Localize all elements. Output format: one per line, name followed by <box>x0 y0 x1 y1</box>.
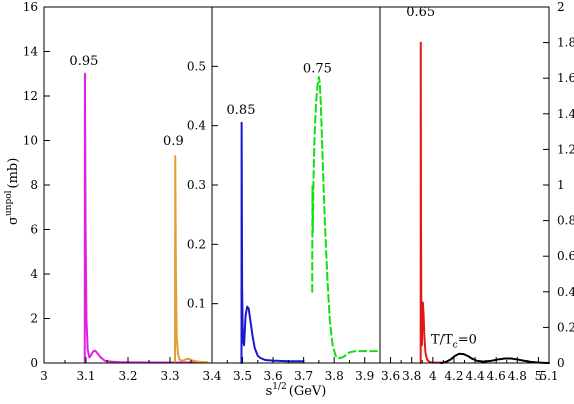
series-label-p2-1: 0.75 <box>303 61 332 76</box>
x-tick-label-p3-7: 5 <box>535 369 543 383</box>
x-tick-label-p3-4: 4.4 <box>466 369 485 383</box>
series-label-p3-1: T/Tc=0 <box>431 332 477 350</box>
series-line-p3-0 <box>419 41 445 364</box>
x-tick-label-p1-2: 3.2 <box>118 369 137 383</box>
series-line-p3-1 <box>440 352 550 364</box>
y-tick-label-p1-0: 0 <box>30 356 38 370</box>
series-label-text: 0.9 <box>163 134 184 149</box>
series-label-p1-1: 0.9 <box>163 134 184 149</box>
plot-layer: 0.95 0.9 0.85 0.75 0.65 T/Tc=0 <box>69 5 550 364</box>
y-tick-label-p3-7: 1.4 <box>557 107 574 121</box>
series-line-p1-1 <box>174 155 209 364</box>
y-tick-label-p1-7: 14 <box>23 45 39 59</box>
y-tick-label-p1-6: 12 <box>23 89 38 103</box>
y-tick-label-p3-1: 0.2 <box>557 320 574 334</box>
y-tick-label-p1-2: 4 <box>30 267 38 281</box>
series-line-p2-1 <box>311 76 378 360</box>
y-tick-label-p3-5: 1 <box>557 178 565 192</box>
x-tick-label-p3-2: 4 <box>429 369 437 383</box>
y-tick-label-p3-8: 1.6 <box>557 71 574 85</box>
series-label-text: 0.75 <box>303 61 332 76</box>
series-label-tail: =0 <box>458 332 477 347</box>
y-tick-label-p3-10: 2 <box>557 0 565 14</box>
y-tick-label-p3-3: 0.6 <box>557 249 574 263</box>
x-tick-label-p3-5: 4.6 <box>487 369 506 383</box>
y-axis-label-sup: unpol <box>4 190 14 216</box>
series-label-p2-0: 0.85 <box>227 103 256 118</box>
series-line-p2-0 <box>240 121 305 364</box>
x-tick-label-p1-1: 3.1 <box>76 369 95 383</box>
x-tick-label-p1-4: 3.4 <box>202 369 221 383</box>
x-tick-label-p2-0: 3.5 <box>233 369 252 383</box>
x-axis-label-unit: (GeV) <box>289 384 327 399</box>
series-label-p3-0: 0.65 <box>406 5 435 20</box>
x-tick-label-p3-3: 4.2 <box>444 369 463 383</box>
y-tick-label-p1-4: 8 <box>30 178 38 192</box>
x-tick-label-p2-4: 3.9 <box>355 369 374 383</box>
series-label-text: 0.85 <box>227 103 256 118</box>
y-tick-label-p3-9: 1.8 <box>557 36 574 50</box>
x-tick-label-p2-1: 3.6 <box>264 369 283 383</box>
series-label-p1-0: 0.95 <box>69 54 98 69</box>
y-tick-label-p3-4: 0.8 <box>557 214 574 228</box>
y-tick-label-p2-2: 0.3 <box>187 178 206 192</box>
x-tick-label-p3-0: 3.6 <box>381 369 400 383</box>
x-axis-label: s <box>266 384 273 399</box>
y-axis-label-unit: (mb) <box>6 158 21 189</box>
x-tick-label-p1-0: 3 <box>40 369 48 383</box>
y-tick-label-p2-3: 0.4 <box>187 119 206 133</box>
y-tick-label-p2-0: 0.1 <box>187 297 206 311</box>
x-tick-label-p2-2: 3.7 <box>294 369 313 383</box>
y-tick-label-p1-3: 6 <box>30 223 38 237</box>
y-tick-label-p3-2: 0.4 <box>557 285 574 299</box>
y-tick-label-p2-4: 0.5 <box>187 59 206 73</box>
y-tick-label-p3-6: 1.2 <box>557 142 574 156</box>
series-label-text: 0.95 <box>69 54 98 69</box>
x-tick-label-p2-3: 3.8 <box>325 369 344 383</box>
y-tick-label-p1-1: 2 <box>30 312 38 326</box>
y-tick-label-p3-0: 0 <box>557 356 565 370</box>
x-tick-label-p3-8: 5.1 <box>539 369 558 383</box>
y-axis-title: σunpol(mb) <box>4 158 21 225</box>
series-label-sub: c <box>453 340 458 350</box>
x-axis-label-sup: 1/2 <box>272 382 286 392</box>
y-tick-label-p1-5: 10 <box>23 134 38 148</box>
x-tick-label-p3-1: 3.8 <box>402 369 421 383</box>
x-tick-label-p3-6: 4.8 <box>508 369 527 383</box>
x-tick-label-p1-3: 3.3 <box>160 369 179 383</box>
y-tick-label-p1-8: 16 <box>23 0 38 14</box>
x-axis-title: s1/2 (GeV) <box>266 382 327 399</box>
series-label-text: 0.65 <box>406 5 435 20</box>
y-tick-label-p2-1: 0.2 <box>187 237 206 251</box>
y-axis-label: σ <box>6 216 21 225</box>
series-label-text: T/T <box>431 332 453 347</box>
